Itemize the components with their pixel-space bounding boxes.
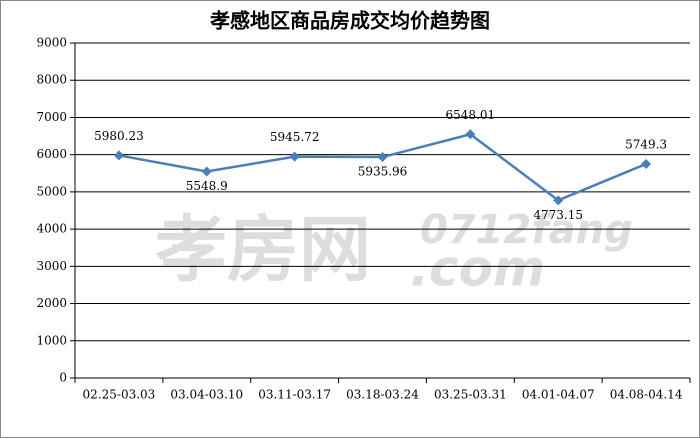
chart-title: 孝感地区商品房成交均价趋势图 <box>209 9 490 33</box>
watermark-text: .com <box>410 240 545 298</box>
y-tick-label: 6000 <box>36 147 67 161</box>
y-tick-label: 1000 <box>36 333 67 347</box>
marker <box>377 152 388 163</box>
y-tick-label: 9000 <box>36 36 67 50</box>
x-tick-label: 03.18-03.24 <box>346 388 419 402</box>
x-tick-label: 04.01-04.07 <box>522 388 595 402</box>
y-tick-label: 4000 <box>36 222 67 236</box>
data-label: 5945.72 <box>270 130 320 144</box>
data-label: 5548.9 <box>186 179 228 193</box>
marker <box>465 129 476 140</box>
y-tick-label: 3000 <box>36 259 67 273</box>
marker <box>553 195 564 206</box>
marker <box>289 151 300 162</box>
marker <box>201 166 212 177</box>
y-tick-label: 2000 <box>36 296 67 310</box>
data-label: 6548.01 <box>446 108 496 122</box>
y-tick-label: 0 <box>59 371 67 385</box>
x-tick-label: 02.25-03.03 <box>83 388 156 402</box>
data-label: 4773.15 <box>533 208 583 222</box>
watermark-text: 孝房网 <box>155 208 371 292</box>
y-tick-label: 5000 <box>36 184 67 198</box>
marker <box>113 150 124 161</box>
data-label: 5749.3 <box>625 137 667 151</box>
x-tick-label: 03.04-03.10 <box>170 388 243 402</box>
marker <box>641 158 652 169</box>
x-tick-label: 03.25-03.31 <box>434 388 507 402</box>
data-label: 5935.96 <box>358 165 408 179</box>
y-tick-label: 7000 <box>36 110 67 124</box>
watermark-text: 0712fang <box>420 207 633 253</box>
data-label: 5980.23 <box>94 129 144 143</box>
x-tick-label: 04.08-04.14 <box>610 388 683 402</box>
watermark: 孝房网 0712fang .com <box>155 207 633 298</box>
y-tick-label: 8000 <box>36 73 67 87</box>
x-tick-label: 03.11-03.17 <box>258 388 331 402</box>
